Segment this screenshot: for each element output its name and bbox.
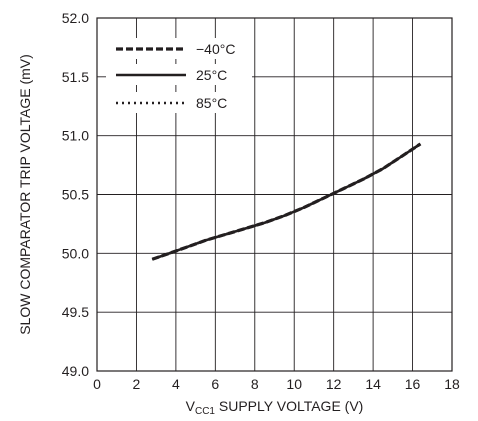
x-tick-label: 12 (326, 376, 342, 392)
x-tick-label: 10 (286, 376, 302, 392)
x-tick-labels: 0 2 4 6 8 10 12 14 16 18 (93, 376, 460, 392)
legend: −40°C 25°C 85°C (106, 38, 252, 113)
x-axis-title-prefix: V (186, 398, 196, 414)
x-axis-title-suffix: SUPPLY VOLTAGE (V) (215, 398, 363, 414)
x-axis-title-subscript: CC1 (195, 406, 215, 417)
x-axis-title: VCC1 SUPPLY VOLTAGE (V) (186, 398, 364, 417)
y-tick-label: 52.0 (62, 10, 89, 26)
series-layer (151, 142, 422, 261)
y-tick-label: 51.5 (62, 69, 89, 85)
legend-label-2: 25°C (196, 67, 227, 83)
series-line-2 (151, 142, 422, 261)
plot-frame (96, 17, 453, 372)
legend-label-1: −40°C (196, 41, 235, 57)
y-tick-label: 50.0 (62, 245, 89, 261)
y-tick-labels: 49.0 49.5 50.0 50.5 51.0 51.5 52.0 (62, 10, 89, 379)
y-tick-label: 50.5 (62, 187, 89, 203)
legend-label-3: 85°C (196, 95, 227, 111)
x-tick-label: 16 (405, 376, 421, 392)
y-tick-label: 51.0 (62, 128, 89, 144)
y-tick-label: 49.0 (62, 363, 89, 379)
x-tick-label: 2 (133, 376, 141, 392)
series-line-3 (151, 142, 422, 261)
x-tick-label: 6 (211, 376, 219, 392)
legend-bg (106, 92, 252, 113)
x-tick-label: 4 (172, 376, 180, 392)
y-tick-label: 49.5 (62, 304, 89, 320)
x-tick-label: 18 (444, 376, 460, 392)
x-tick-label: 8 (251, 376, 259, 392)
y-axis-title: SLOW COMPARATOR TRIP VOLTAGE (mV) (17, 54, 33, 335)
x-tick-label: 14 (365, 376, 381, 392)
series-line-1 (151, 142, 422, 261)
x-tick-label: 0 (93, 376, 101, 392)
